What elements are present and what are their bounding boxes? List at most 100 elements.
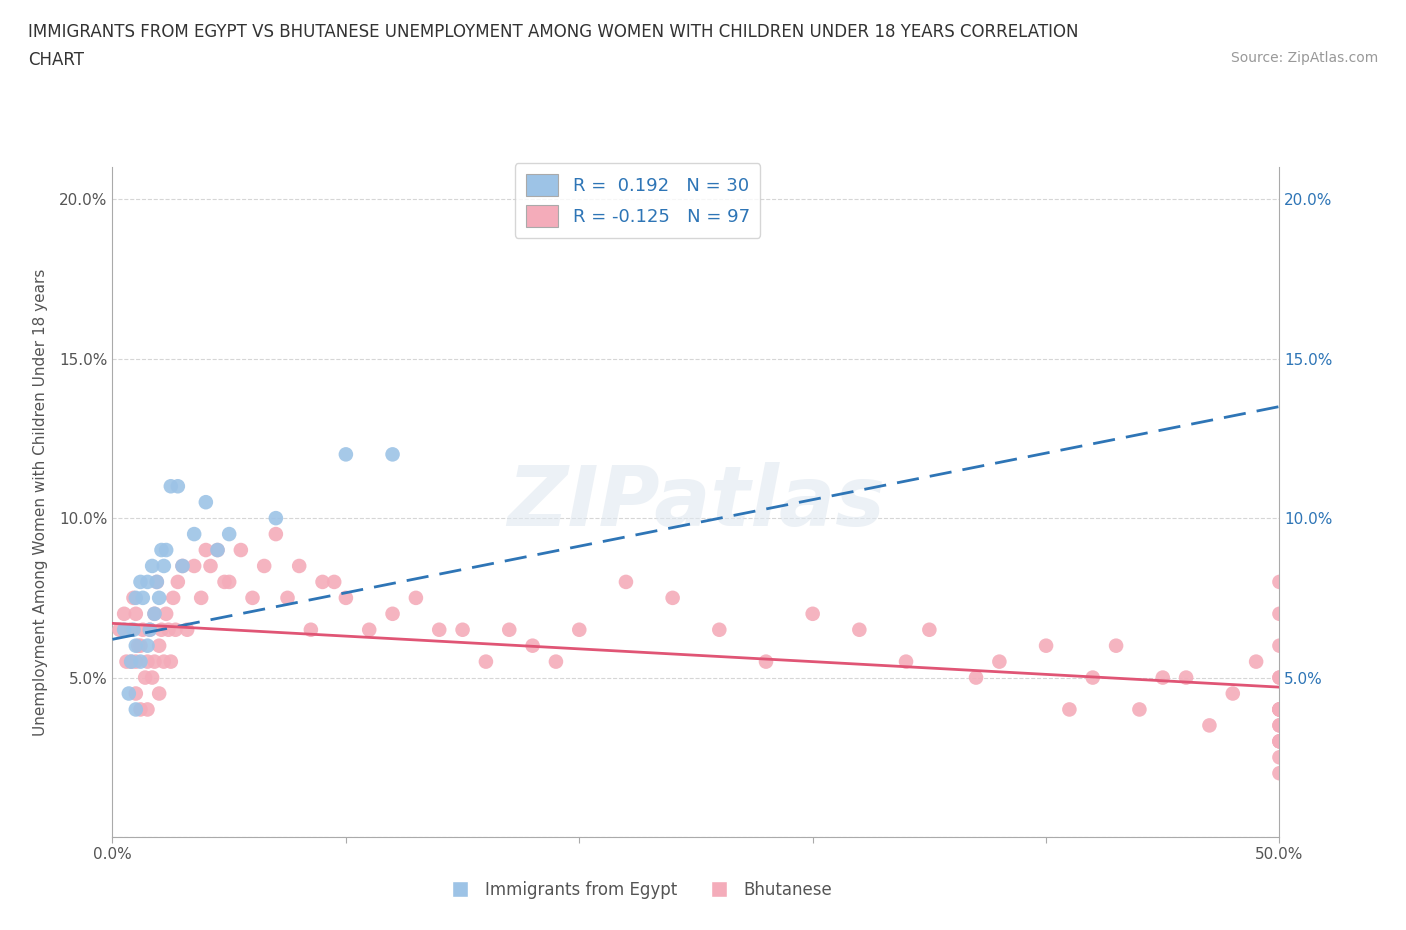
Point: [120, 622, 142, 637]
Point: [122, 622, 145, 637]
Point: [1268, 575, 1291, 590]
Point: [335, 447, 357, 462]
Point: [755, 654, 778, 669]
Point: [146, 575, 169, 590]
Point: [323, 575, 346, 590]
Point: [276, 591, 298, 605]
Point: [614, 575, 637, 590]
Point: [136, 702, 159, 717]
Point: [1268, 718, 1291, 733]
Point: [1268, 638, 1291, 653]
Point: [988, 654, 1011, 669]
Point: [148, 638, 170, 653]
Point: [120, 654, 142, 669]
Point: [125, 638, 148, 653]
Legend: Immigrants from Egypt, Bhutanese: Immigrants from Egypt, Bhutanese: [436, 874, 839, 906]
Point: [125, 591, 148, 605]
Point: [522, 638, 544, 653]
Point: [112, 606, 135, 621]
Point: [139, 622, 162, 637]
Point: [115, 654, 138, 669]
Point: [427, 622, 450, 637]
Point: [150, 622, 173, 637]
Point: [136, 654, 159, 669]
Point: [405, 591, 427, 605]
Text: CHART: CHART: [28, 51, 84, 69]
Point: [183, 526, 205, 541]
Point: [148, 686, 170, 701]
Point: [148, 591, 170, 605]
Point: [108, 622, 131, 637]
Point: [1081, 671, 1104, 685]
Point: [475, 654, 498, 669]
Point: [918, 622, 941, 637]
Point: [1059, 702, 1081, 717]
Point: [1105, 638, 1128, 653]
Point: [1268, 702, 1291, 717]
Point: [288, 559, 311, 574]
Point: [157, 622, 180, 637]
Point: [165, 622, 187, 637]
Point: [1268, 734, 1291, 749]
Point: [848, 622, 870, 637]
Point: [207, 542, 229, 557]
Point: [218, 526, 240, 541]
Point: [143, 654, 166, 669]
Point: [172, 559, 194, 574]
Point: [568, 622, 591, 637]
Point: [1268, 718, 1291, 733]
Point: [661, 591, 683, 605]
Point: [1222, 686, 1244, 701]
Point: [162, 591, 184, 605]
Point: [129, 702, 152, 717]
Point: [1244, 654, 1267, 669]
Point: [381, 447, 404, 462]
Point: [155, 542, 177, 557]
Point: [129, 638, 152, 653]
Point: [129, 654, 152, 669]
Point: [155, 606, 177, 621]
Point: [1268, 606, 1291, 621]
Point: [132, 622, 155, 637]
Point: [894, 654, 917, 669]
Point: [299, 622, 322, 637]
Point: [194, 542, 217, 557]
Point: [143, 606, 166, 621]
Point: [801, 606, 824, 621]
Point: [143, 606, 166, 621]
Point: [1268, 702, 1291, 717]
Point: [242, 591, 264, 605]
Point: [125, 686, 148, 701]
Point: [122, 591, 145, 605]
Point: [1152, 671, 1174, 685]
Point: [134, 671, 156, 685]
Point: [1268, 671, 1291, 685]
Point: [146, 575, 169, 590]
Point: [335, 591, 357, 605]
Point: [229, 542, 252, 557]
Point: [160, 654, 183, 669]
Point: [141, 671, 163, 685]
Point: [120, 654, 142, 669]
Point: [207, 542, 229, 557]
Point: [132, 591, 155, 605]
Point: [160, 479, 183, 494]
Point: [264, 526, 287, 541]
Point: [200, 559, 222, 574]
Text: Source: ZipAtlas.com: Source: ZipAtlas.com: [1230, 51, 1378, 65]
Point: [965, 671, 987, 685]
Point: [264, 511, 287, 525]
Point: [125, 654, 148, 669]
Point: [112, 622, 135, 637]
Point: [1268, 702, 1291, 717]
Point: [381, 606, 404, 621]
Point: [214, 575, 236, 590]
Point: [253, 559, 276, 574]
Point: [190, 591, 212, 605]
Point: [311, 575, 333, 590]
Point: [125, 702, 148, 717]
Point: [183, 559, 205, 574]
Point: [359, 622, 381, 637]
Point: [166, 575, 188, 590]
Point: [136, 575, 159, 590]
